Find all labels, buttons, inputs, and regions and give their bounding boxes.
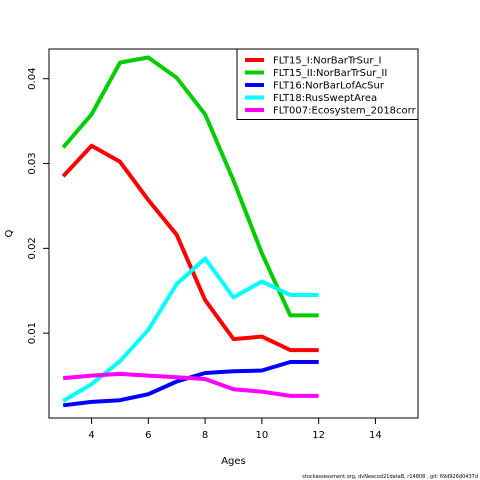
x-tick-label: 14 bbox=[369, 430, 382, 441]
legend-label-1: FLT15_I:NorBarTrSur_I bbox=[273, 56, 381, 67]
series-line-2 bbox=[61, 55, 319, 318]
x-tick-label: 6 bbox=[145, 430, 151, 441]
series-line-5 bbox=[63, 371, 319, 398]
legend-label-5: FLT007:Ecosystem_2018corr bbox=[273, 106, 417, 117]
legend-label-4: FLT18:RusSweptArea bbox=[273, 93, 377, 104]
y-tick-label: 0.02 bbox=[27, 237, 38, 259]
legend-label-2: FLT15_II:NorBarTrSur_II bbox=[273, 68, 387, 79]
axes: 4 6 8 10 12 14 0.01 0.02 0.03 0.04 bbox=[27, 68, 382, 441]
legend: FLT15_I:NorBarTrSur_IFLT15_II:NorBarTrSu… bbox=[236, 48, 419, 120]
x-tick-label: 10 bbox=[256, 430, 269, 441]
plot-frame bbox=[48, 48, 419, 419]
series-line-3 bbox=[62, 360, 319, 408]
x-tick-label: 8 bbox=[202, 430, 208, 441]
legend-label-3: FLT16:NorBarLofAcSur bbox=[273, 81, 385, 92]
x-axis-label: Ages bbox=[221, 456, 246, 467]
footer-text: stockassessment.org, dvNeacod21dataB, r1… bbox=[302, 474, 478, 480]
series-line-1 bbox=[61, 143, 319, 353]
legend-box bbox=[236, 48, 419, 120]
series-lines bbox=[61, 55, 319, 408]
series-line-4 bbox=[62, 256, 319, 403]
y-tick-label: 0.03 bbox=[27, 152, 38, 174]
y-axis-label: Q bbox=[4, 229, 15, 237]
y-tick-label: 0.04 bbox=[27, 68, 38, 90]
x-tick-label: 12 bbox=[312, 430, 325, 441]
y-tick-label: 0.01 bbox=[27, 322, 38, 344]
x-tick-label: 4 bbox=[88, 430, 94, 441]
